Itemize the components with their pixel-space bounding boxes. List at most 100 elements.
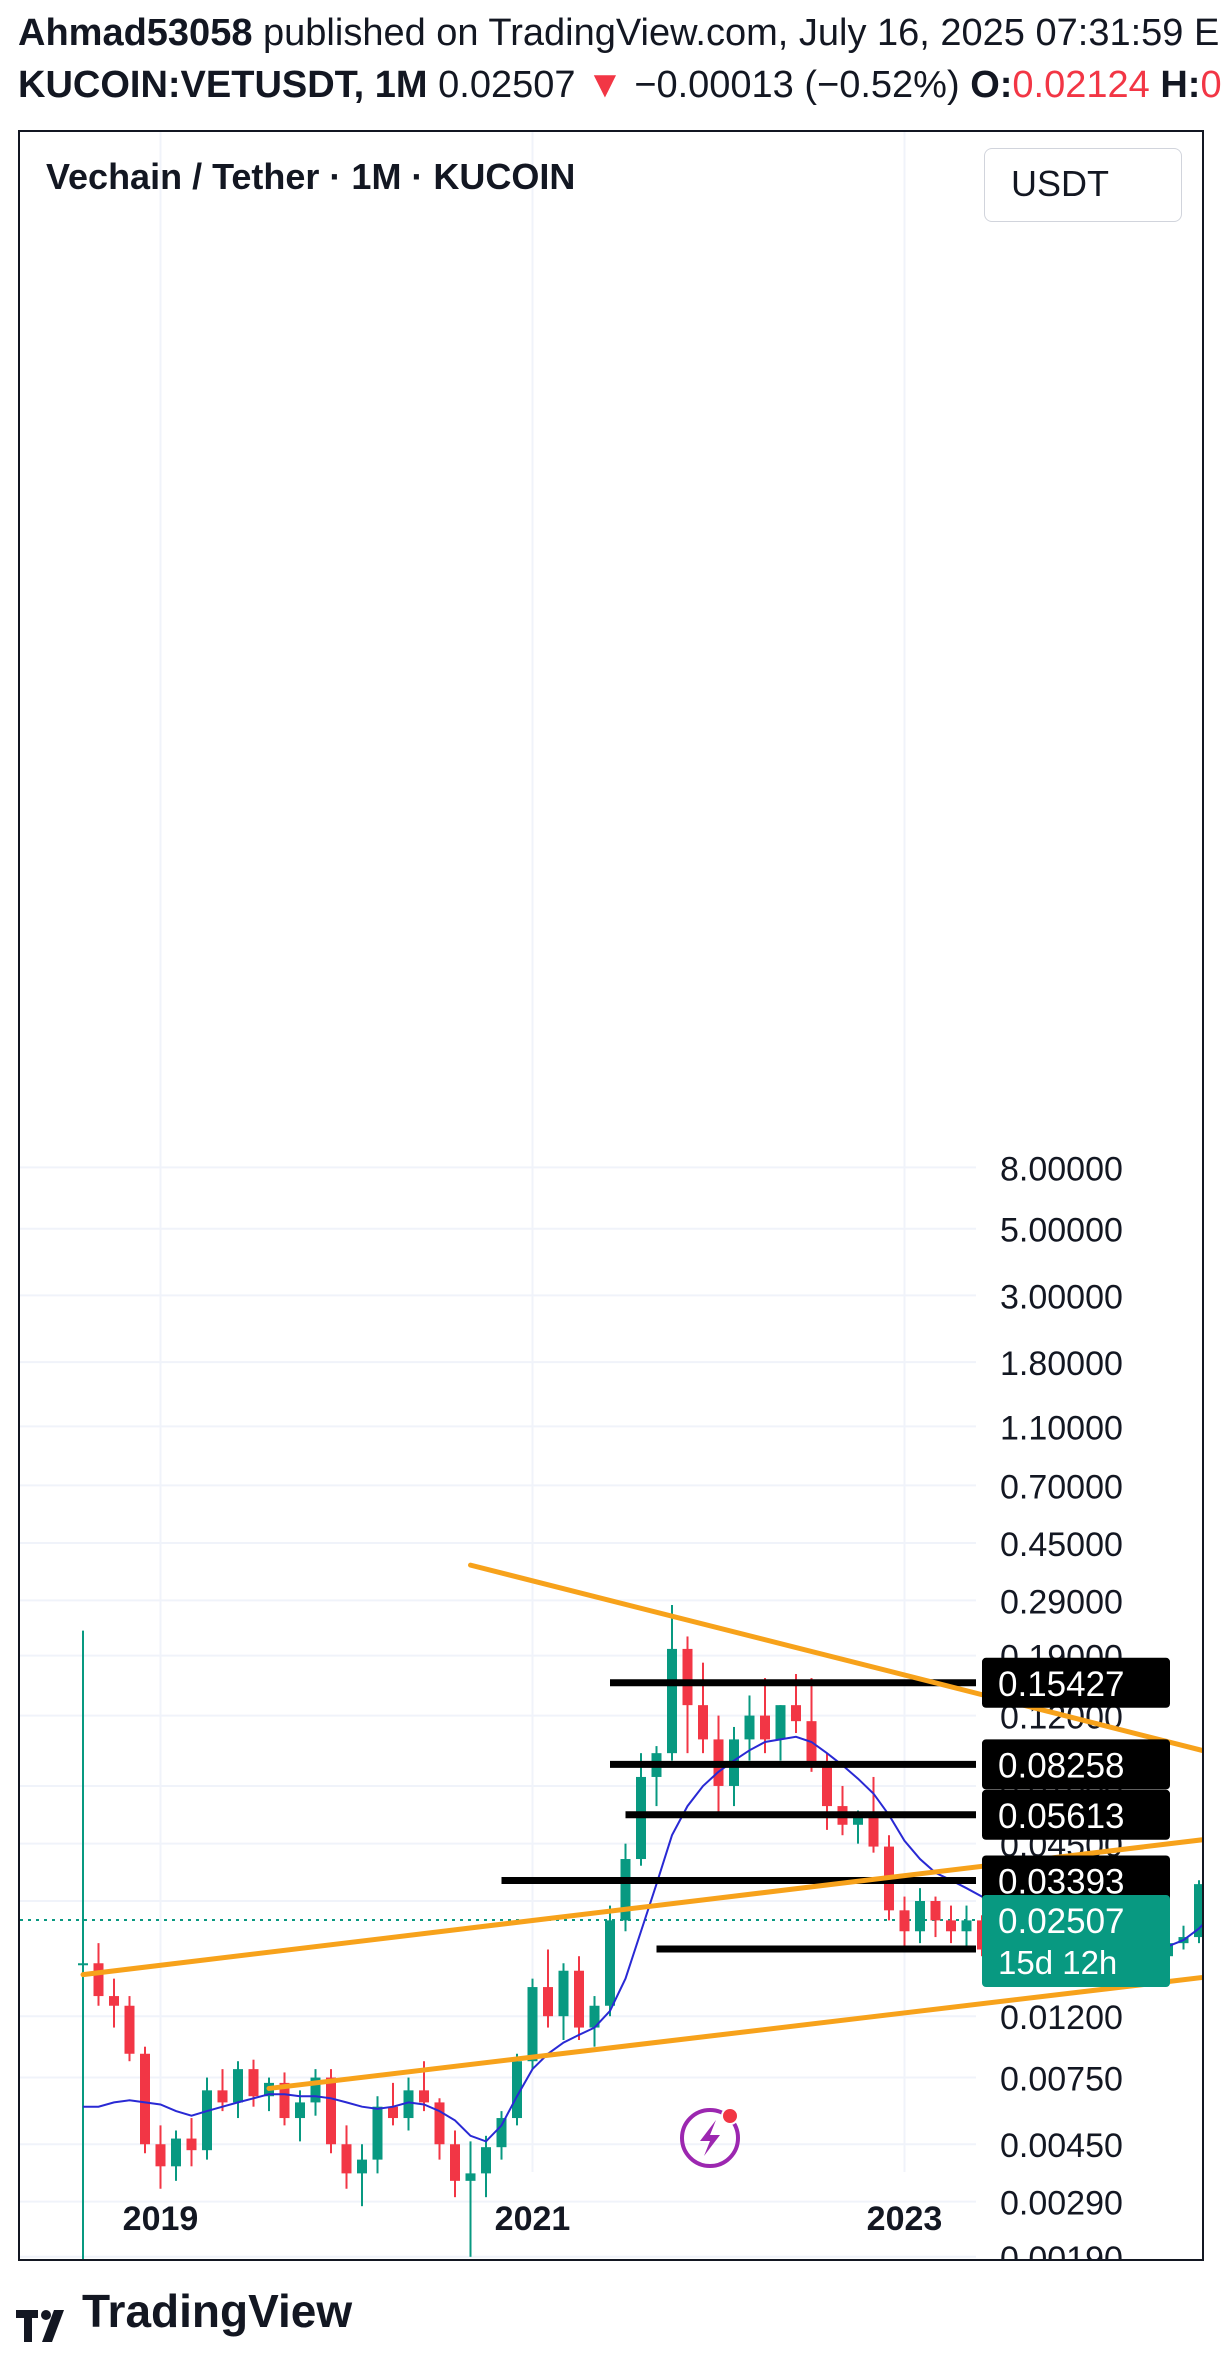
candle-body[interactable]: [496, 2118, 507, 2148]
last-price-label: 0.02507: [998, 1902, 1125, 1941]
candle-body[interactable]: [434, 2102, 445, 2145]
candle-body[interactable]: [527, 1987, 538, 2062]
y-tick-label: 5.00000: [1000, 1212, 1123, 1250]
candle-body[interactable]: [868, 1817, 879, 1847]
candle-body[interactable]: [78, 1963, 88, 1966]
candle-body[interactable]: [279, 2082, 290, 2119]
lightning-bolt-icon: [700, 2120, 720, 2156]
chart-frame: 8.00000 5.00000 3.00000 1.80000 1.10000 0.700…: [18, 130, 1204, 2261]
candle-body[interactable]: [248, 2069, 259, 2097]
candle-body[interactable]: [915, 1901, 925, 1932]
candle-body[interactable]: [961, 1920, 972, 1932]
candle-body[interactable]: [419, 2090, 429, 2103]
candle-body[interactable]: [155, 2144, 166, 2167]
last-price-badge: [982, 1895, 1170, 1988]
candle-body[interactable]: [744, 1715, 755, 1740]
candle-body[interactable]: [140, 2053, 150, 2145]
candle-body[interactable]: [853, 1817, 863, 1825]
candle-body[interactable]: [946, 1920, 956, 1932]
last-price: 0.02507: [438, 64, 576, 106]
candle-body[interactable]: [109, 1996, 119, 2006]
candle-body[interactable]: [822, 1765, 832, 1807]
candle-body[interactable]: [341, 2144, 352, 2174]
candle-body[interactable]: [620, 1859, 631, 1921]
y-tick-label: 0.00190: [1000, 2240, 1123, 2261]
y-tick-label: 0.01200: [1000, 1999, 1123, 2037]
tradingview-logo[interactable]: TradingView: [16, 2284, 353, 2342]
candle-body[interactable]: [543, 1987, 553, 2017]
candle-body[interactable]: [326, 2077, 336, 2145]
candle-body[interactable]: [233, 2069, 243, 2103]
trendline-upper-channel[interactable]: [80, 1790, 1204, 1978]
candle-body[interactable]: [481, 2147, 491, 2174]
high-label: H:: [1160, 64, 1201, 106]
price-change: −0.00013 (−0.52%): [634, 64, 960, 106]
trendline-lower-channel[interactable]: [266, 1904, 1204, 2091]
x-tick-label: 2019: [123, 2200, 199, 2238]
candle-body[interactable]: [124, 2005, 135, 2054]
candle-body[interactable]: [589, 2005, 600, 2028]
candle-body[interactable]: [899, 1910, 910, 1932]
y-tick-label: 0.45000: [1000, 1526, 1123, 1564]
level-price-badge: [982, 1657, 1170, 1708]
publish-info: Ahmad53058 published on TradingView.com,…: [18, 12, 1221, 55]
symbol-label: KUCOIN:VETUSDT, 1M: [18, 64, 428, 106]
open-label: O:: [970, 64, 1013, 106]
price-chart[interactable]: 8.00000 5.00000 3.00000 1.80000 1.10000 0.700…: [20, 132, 1204, 2261]
y-tick-label: 3.00000: [1000, 1278, 1123, 1316]
y-tick-label: 0.00450: [1000, 2127, 1123, 2165]
countdown-label: 15d 12h: [998, 1944, 1117, 1981]
candle-body[interactable]: [310, 2077, 321, 2103]
x-tick-label: 2023: [867, 2200, 943, 2238]
candle-body[interactable]: [512, 2061, 522, 2119]
candle-body[interactable]: [388, 2106, 398, 2119]
logo-text: TradingView: [82, 2285, 353, 2337]
level-price-badge: [982, 1739, 1170, 1790]
down-arrow-icon: ▼: [586, 64, 624, 106]
candle-body[interactable]: [372, 2106, 383, 2160]
author-name[interactable]: Ahmad53058: [18, 12, 253, 54]
y-tick-label: 0.70000: [1000, 1468, 1123, 1506]
candle-body[interactable]: [93, 1963, 104, 1997]
candle-body[interactable]: [465, 2173, 476, 2181]
tradingview-logo-icon: [16, 2299, 76, 2342]
candle-body[interactable]: [574, 1970, 584, 2028]
symbol-info: KUCOIN:VETUSDT, 1M 0.02507 ▼ −0.00013 (−…: [18, 64, 1221, 107]
trendline-descending[interactable]: [468, 1562, 1205, 1899]
candle-body[interactable]: [217, 2090, 228, 2103]
candle-body[interactable]: [202, 2090, 212, 2151]
y-tick-label: 0.29000: [1000, 1583, 1123, 1621]
candle-body[interactable]: [171, 2138, 181, 2167]
candle-body[interactable]: [605, 1920, 615, 2006]
level-price-badge: [982, 1855, 1170, 1906]
candle-body[interactable]: [186, 2138, 197, 2151]
candle-body[interactable]: [760, 1715, 770, 1740]
level-price-label: 0.03393: [998, 1863, 1125, 1902]
chart-title: Vechain / Tether · 1M · KUCOIN: [46, 156, 576, 197]
x-tick-label: 2021: [495, 2200, 571, 2238]
candle-body[interactable]: [558, 1970, 569, 2017]
y-tick-label: 1.80000: [1000, 1345, 1123, 1383]
candle-body[interactable]: [930, 1901, 941, 1921]
candle-body[interactable]: [667, 1648, 677, 1754]
candle-body[interactable]: [682, 1648, 693, 1706]
currency-button[interactable]: USDT: [984, 148, 1182, 222]
level-price-badge: [982, 1789, 1170, 1840]
candle-body[interactable]: [450, 2144, 460, 2181]
candle-body[interactable]: [295, 2102, 305, 2119]
candle-body[interactable]: [791, 1705, 801, 1722]
lightning-icon[interactable]: [680, 2108, 740, 2168]
candle-body[interactable]: [1194, 1884, 1204, 1938]
y-tick-label: 0.00290: [1000, 2185, 1123, 2223]
candle-body[interactable]: [698, 1705, 708, 1740]
level-price-label: 0.15427: [998, 1665, 1125, 1704]
y-tick-label: 0.00750: [1000, 2061, 1123, 2099]
level-price-label: 0.08258: [998, 1746, 1125, 1785]
y-tick-label: 1.10000: [1000, 1409, 1123, 1447]
candle-body[interactable]: [775, 1705, 786, 1740]
level-price-label: 0.05613: [998, 1797, 1125, 1836]
publish-text: published on TradingView.com, July 16, 2…: [263, 12, 1221, 54]
open-value: 0.02124: [1012, 64, 1150, 106]
candle-body[interactable]: [403, 2090, 414, 2119]
candle-body[interactable]: [357, 2159, 367, 2174]
